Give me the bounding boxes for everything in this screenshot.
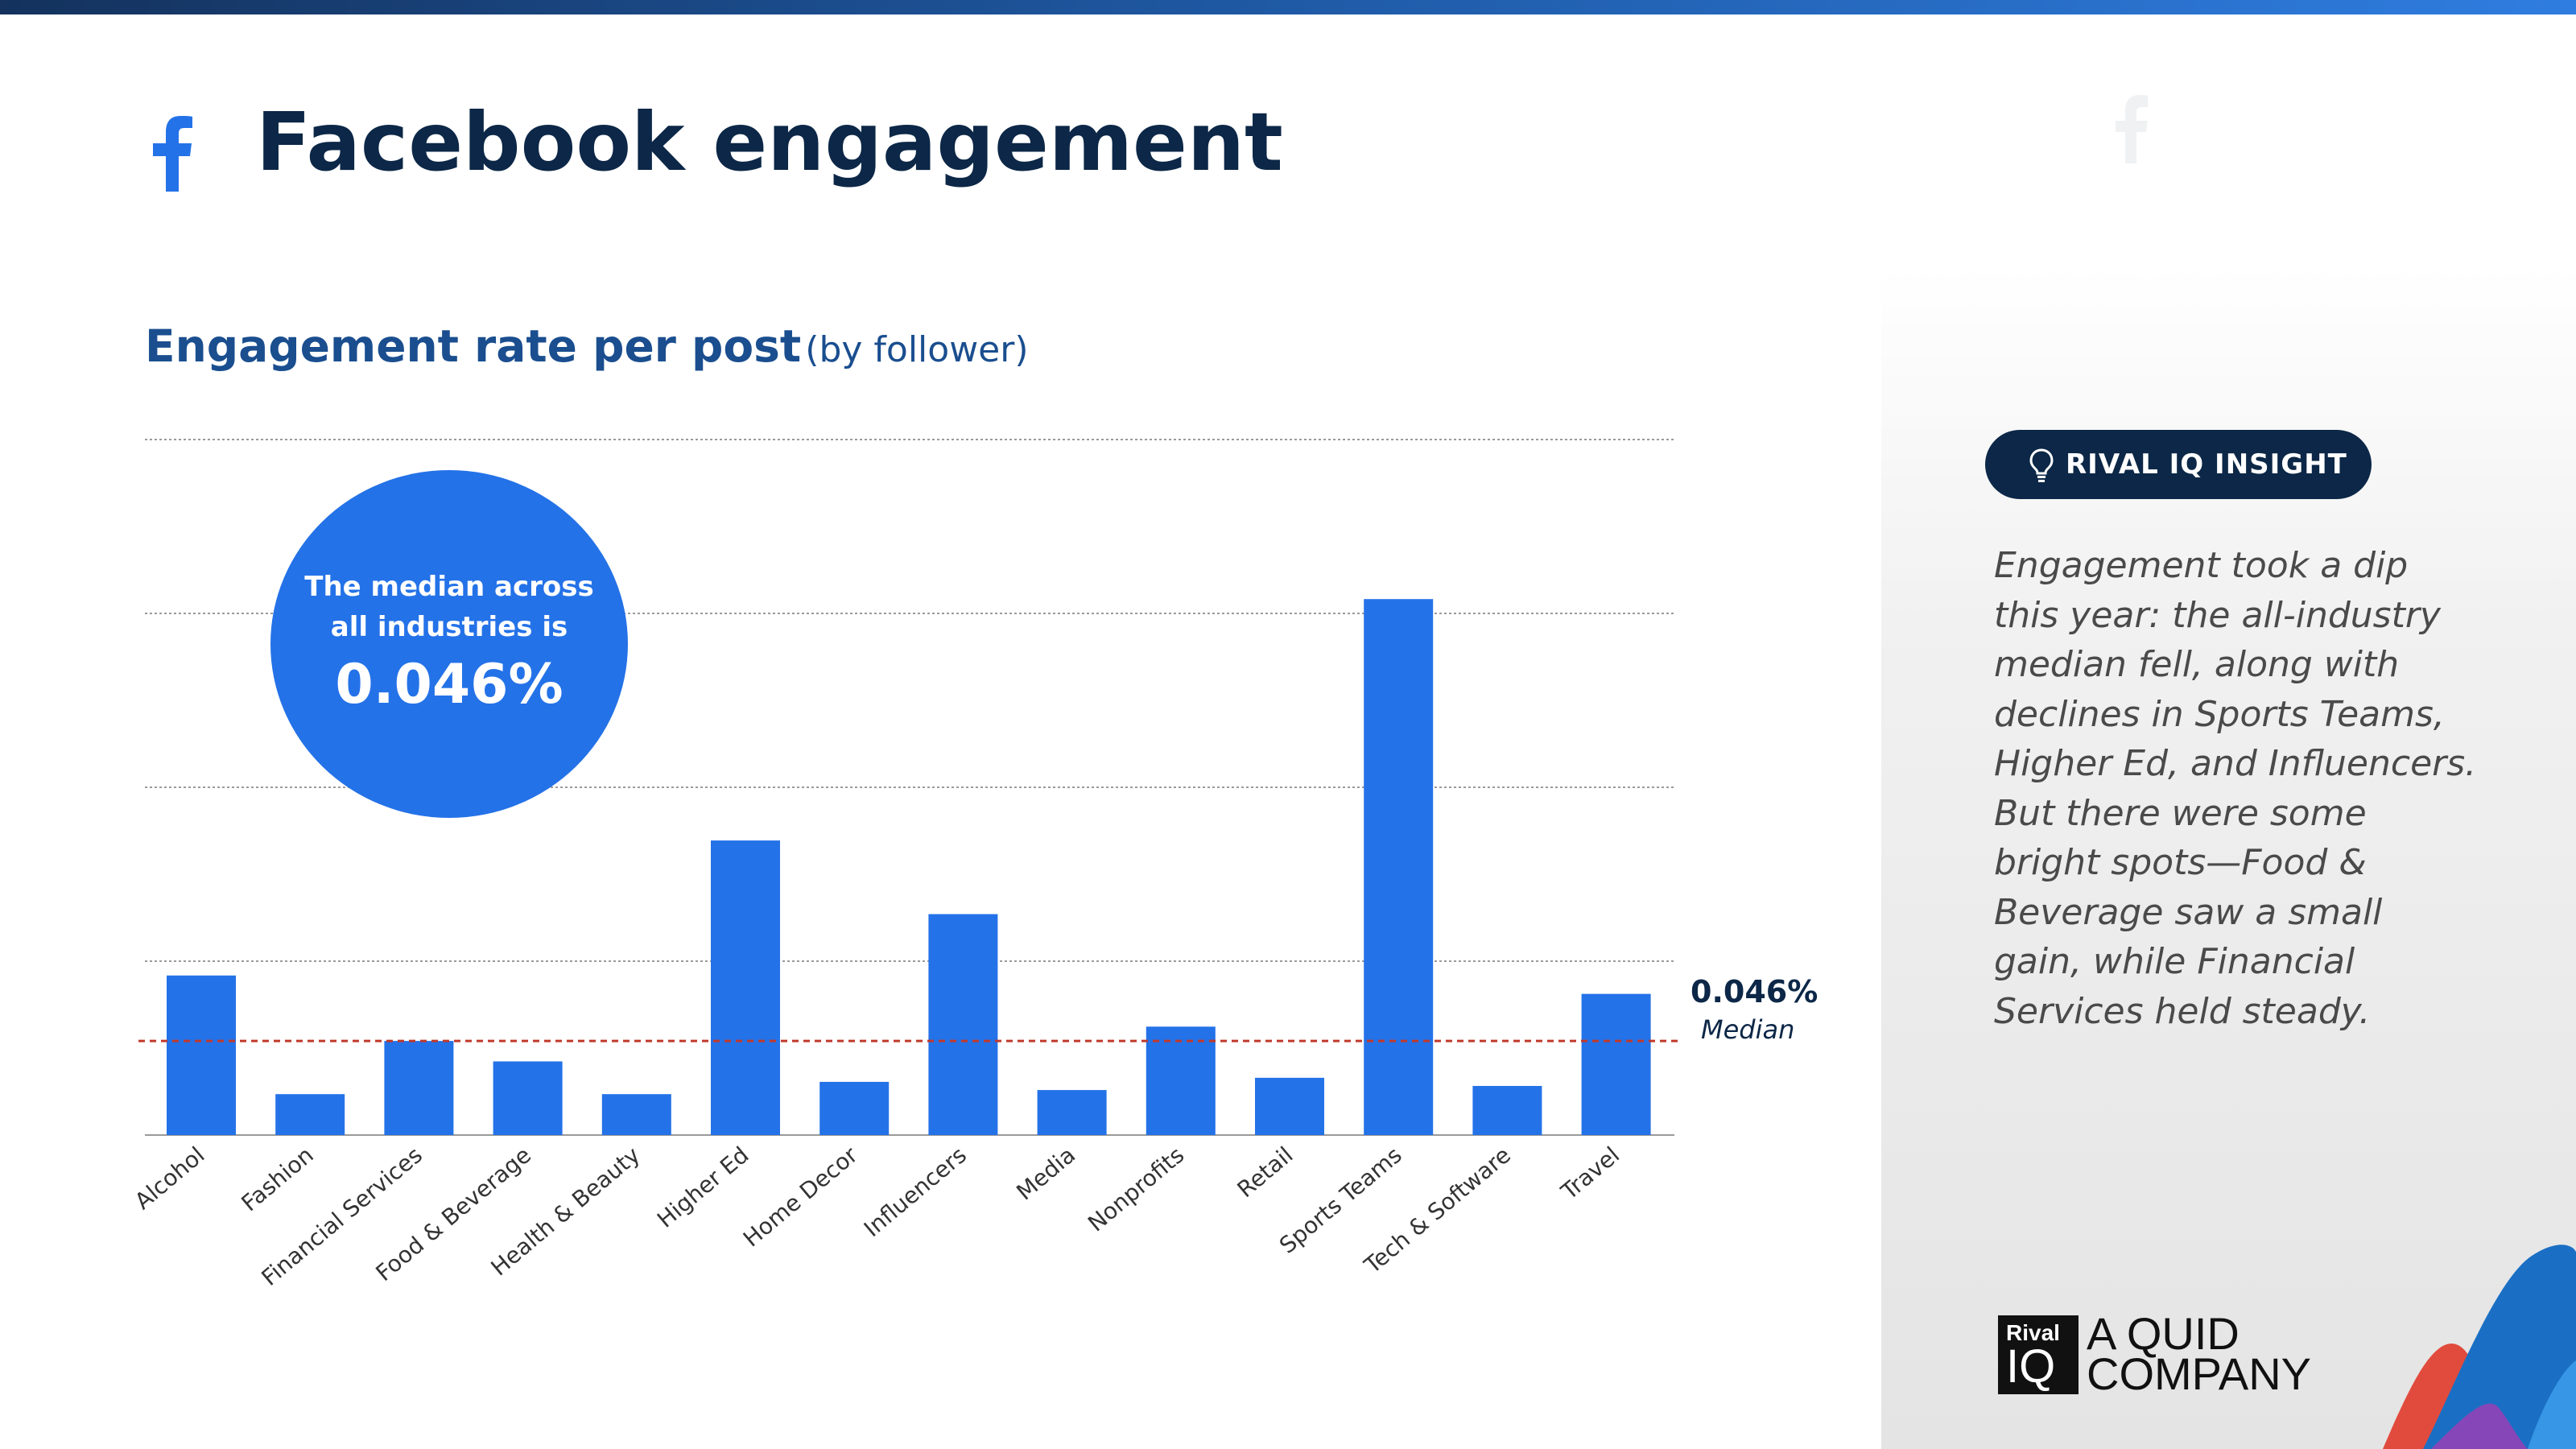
category-label: Fashion (237, 1141, 319, 1216)
logo-top-text: Rival (2006, 1320, 2060, 1345)
median-callout-line2: all industries is (330, 611, 568, 643)
category-label: Influencers (859, 1141, 972, 1242)
insight-badge: RIVAL IQ INSIGHT (1985, 430, 2372, 499)
logo-bottom-text: IQ (2006, 1340, 2056, 1393)
insight-text: Engagement took a dip this year: the all… (1994, 545, 2477, 1032)
bar-influencers (928, 914, 998, 1135)
bar-media (1037, 1090, 1107, 1135)
lightbulb-icon (2029, 448, 2054, 482)
bars (167, 599, 1651, 1135)
bar-sports-teams (1364, 599, 1434, 1135)
median-text-label: Median (1701, 1014, 1795, 1045)
insight-badge-label: RIVAL IQ INSIGHT (2066, 448, 2347, 481)
chart-title-note: (by follower) (805, 329, 1029, 370)
median-value-label: 0.046% (1690, 974, 1818, 1009)
category-label: Nonprofits (1083, 1141, 1189, 1236)
rival-iq-logo: Rival IQ (1998, 1315, 2079, 1394)
logo-tagline: A QUID COMPANY (2087, 1308, 2311, 1399)
page-title: Facebook engagement (256, 95, 1283, 189)
median-callout-line1: The median across (304, 571, 594, 603)
median-callout-value: 0.046% (335, 653, 564, 716)
category-label: Alcohol (130, 1141, 209, 1215)
bar-tech-software (1472, 1086, 1542, 1135)
bar-food-beverage (493, 1061, 563, 1135)
bar-retail (1255, 1077, 1324, 1135)
bar-health-beauty (601, 1094, 671, 1135)
top-accent-bar (0, 0, 2576, 14)
decorative-waves (2383, 1245, 2576, 1449)
chart-title: Engagement rate per post (by follower) (145, 320, 1029, 372)
bar-nonprofits (1146, 1026, 1216, 1135)
bar-financial-services (384, 1041, 454, 1135)
median-callout-bubble: The median across all industries is 0.04… (270, 470, 628, 818)
bar-alcohol (167, 975, 236, 1135)
category-label: Higher Ed (652, 1141, 754, 1233)
bar-home-decor (819, 1081, 890, 1135)
bar-fashion (275, 1094, 345, 1135)
bar-higher-ed (711, 840, 780, 1135)
category-label: Travel (1555, 1141, 1624, 1205)
category-label: Home Decor (738, 1141, 863, 1253)
chart-title-main: Engagement rate per post (145, 320, 802, 372)
category-label: Retail (1232, 1141, 1298, 1203)
category-label: Media (1011, 1141, 1080, 1205)
watermark-logo-icon (2116, 95, 2148, 163)
facebook-icon (153, 116, 192, 192)
bar-travel (1581, 993, 1651, 1135)
